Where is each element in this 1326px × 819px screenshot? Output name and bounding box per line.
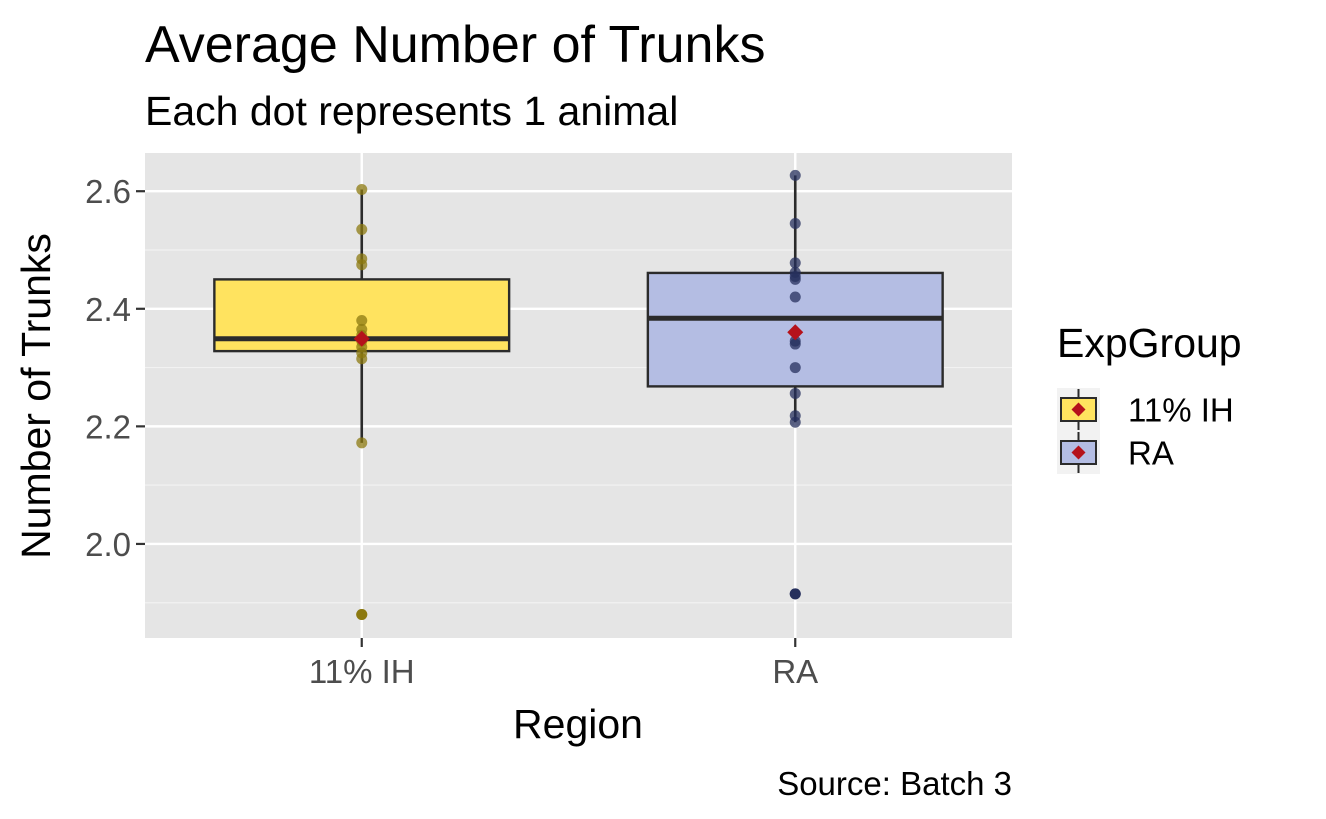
panel-background [145, 153, 1012, 638]
chart-subtitle: Each dot represents 1 animal [145, 88, 678, 134]
plot-marks [213, 169, 944, 620]
y-tick-label: 2.6 [85, 173, 131, 210]
x-tick-label: 11% IH [309, 653, 415, 690]
y-tick-label: 2.2 [85, 408, 131, 445]
data-point [789, 588, 801, 600]
data-point [356, 608, 368, 620]
data-point [789, 338, 801, 350]
y-axis-label: Number of Trunks [13, 233, 59, 559]
data-point [789, 218, 801, 230]
legend-label: 11% IH [1128, 392, 1234, 429]
data-point [789, 387, 801, 399]
legend-mean-marker [1071, 445, 1086, 460]
data-point [356, 223, 368, 235]
y-tick-label: 2.4 [85, 291, 131, 328]
y-tick-label: 2.0 [85, 526, 131, 563]
data-point [356, 437, 368, 449]
x-tick-label: RA [772, 653, 818, 690]
data-point [789, 291, 801, 303]
mean-marker [787, 324, 804, 341]
data-point [789, 416, 801, 428]
chart-title: Average Number of Trunks [145, 16, 765, 74]
axes: 2.0 2.2 2.4 2.6 11% IH RA [85, 173, 818, 690]
caption: Source: Batch 3 [777, 765, 1012, 802]
data-point [356, 259, 368, 271]
legend-label: RA [1128, 435, 1174, 472]
data-point [356, 315, 368, 327]
mean-marker [353, 330, 370, 347]
data-point [789, 169, 801, 181]
plot-panel [145, 153, 1012, 638]
data-point [356, 183, 368, 195]
data-point [789, 257, 801, 269]
data-point [789, 362, 801, 374]
data-point [356, 353, 368, 365]
legend-title: ExpGroup [1057, 320, 1242, 366]
legend: 11% IH RA [1057, 388, 1234, 474]
x-axis-label: Region [513, 701, 643, 747]
data-point [789, 273, 801, 285]
legend-mean-marker [1071, 402, 1086, 417]
